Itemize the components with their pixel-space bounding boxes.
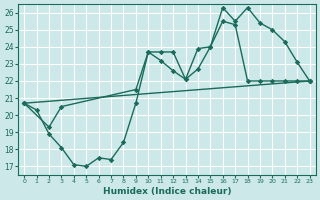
X-axis label: Humidex (Indice chaleur): Humidex (Indice chaleur)	[103, 187, 231, 196]
